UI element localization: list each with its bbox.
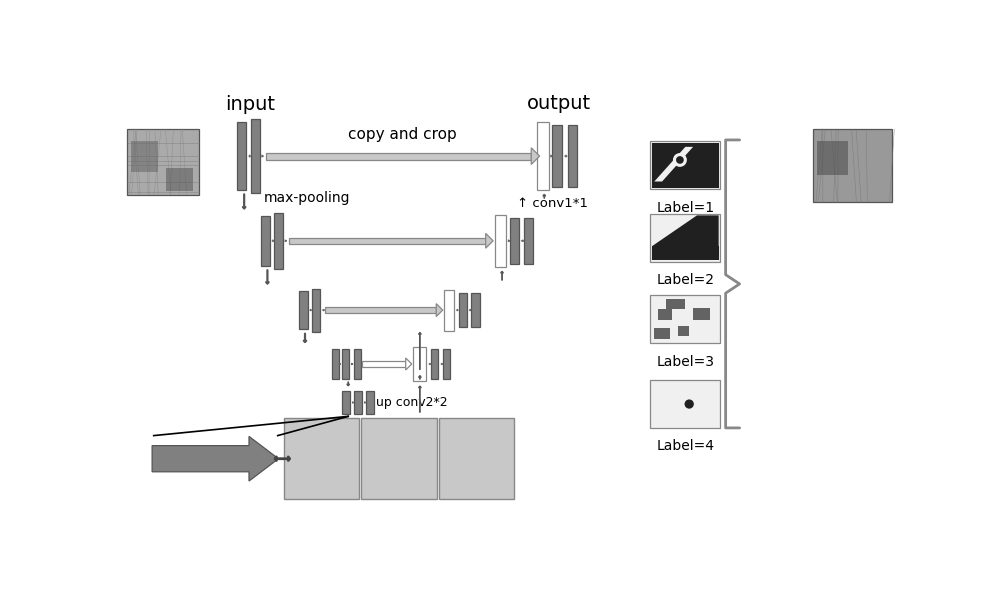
Bar: [366, 391, 374, 414]
Bar: [471, 293, 480, 327]
Bar: [524, 218, 533, 264]
Bar: [312, 289, 320, 331]
Text: output: output: [527, 94, 591, 113]
Bar: [650, 142, 720, 189]
Circle shape: [676, 156, 684, 164]
Text: max-pooling: max-pooling: [263, 192, 350, 205]
Bar: [131, 140, 158, 171]
FancyArrow shape: [152, 436, 278, 481]
Text: 3×3卷
积层: 3×3卷 积层: [302, 440, 341, 477]
Bar: [413, 347, 426, 381]
Bar: [251, 119, 260, 193]
Bar: [431, 349, 438, 378]
Polygon shape: [652, 215, 719, 246]
Bar: [495, 215, 506, 267]
Bar: [817, 140, 848, 176]
Bar: [444, 290, 454, 330]
Bar: [650, 214, 720, 262]
Bar: [678, 326, 689, 336]
Bar: [127, 129, 199, 195]
Bar: [510, 218, 519, 264]
Bar: [652, 143, 719, 187]
Bar: [166, 168, 193, 191]
Bar: [237, 122, 246, 190]
Text: ↑ conv1*1: ↑ conv1*1: [517, 197, 588, 210]
Bar: [650, 296, 720, 343]
Bar: [693, 308, 710, 320]
Bar: [666, 299, 685, 309]
Bar: [274, 212, 283, 269]
Circle shape: [685, 399, 694, 409]
Circle shape: [673, 153, 687, 167]
Text: up conv2*2: up conv2*2: [376, 396, 448, 409]
Polygon shape: [652, 246, 719, 260]
Bar: [284, 418, 359, 499]
Bar: [362, 362, 406, 367]
Bar: [658, 309, 672, 320]
Bar: [266, 153, 531, 159]
Bar: [342, 391, 350, 414]
Bar: [332, 349, 339, 378]
Text: ELU
激活
函数: ELU 激活 函数: [463, 430, 490, 487]
Polygon shape: [436, 303, 443, 317]
Bar: [568, 126, 577, 187]
Bar: [459, 293, 467, 327]
Bar: [361, 418, 437, 499]
Text: Label=1: Label=1: [656, 201, 714, 215]
Polygon shape: [531, 148, 540, 164]
Bar: [439, 418, 514, 499]
Bar: [654, 328, 670, 339]
Bar: [354, 391, 362, 414]
Bar: [289, 238, 486, 244]
Bar: [354, 349, 361, 378]
Bar: [552, 126, 562, 187]
Text: input: input: [225, 95, 275, 114]
Bar: [537, 122, 549, 190]
Bar: [650, 380, 720, 428]
Polygon shape: [406, 358, 412, 370]
Bar: [813, 129, 892, 202]
Bar: [325, 308, 436, 313]
Text: copy and crop: copy and crop: [348, 127, 457, 142]
Text: Label=4: Label=4: [656, 440, 714, 453]
Polygon shape: [486, 233, 493, 248]
Text: Label=2: Label=2: [656, 273, 714, 287]
Text: Label=3: Label=3: [656, 355, 714, 369]
Bar: [261, 216, 270, 266]
Text: BN层: BN层: [384, 451, 414, 466]
Bar: [342, 349, 349, 378]
Polygon shape: [654, 147, 693, 181]
Bar: [443, 349, 450, 378]
Bar: [299, 291, 308, 330]
